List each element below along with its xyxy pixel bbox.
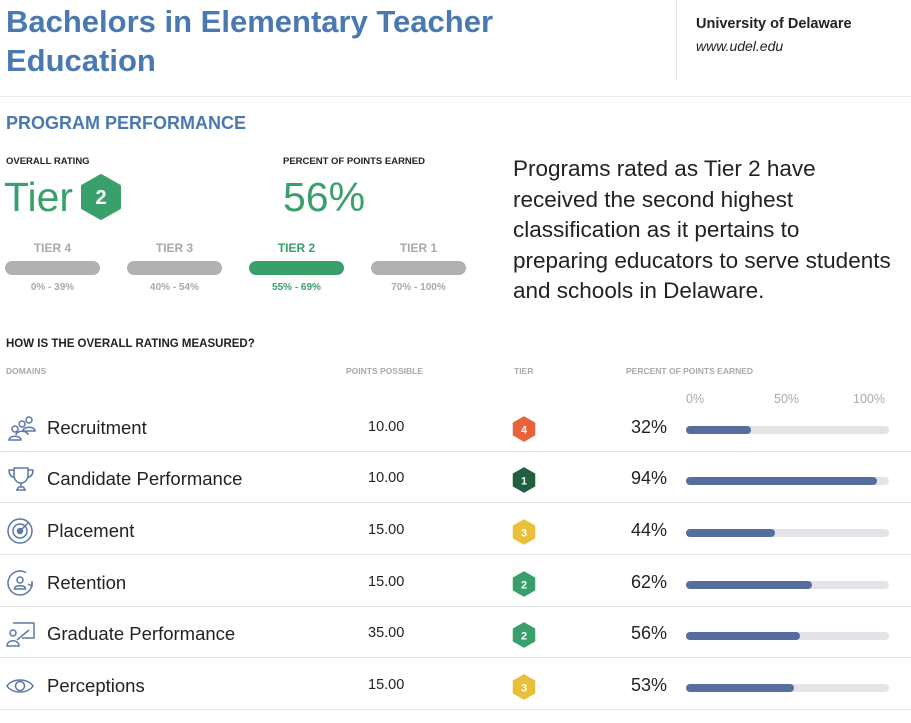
measurement-title: HOW IS THE OVERALL RATING MEASURED? xyxy=(6,338,255,350)
row-percent: 44% xyxy=(630,520,667,540)
percent-bar-fill xyxy=(686,477,877,485)
row-domain-name: Perceptions xyxy=(47,675,145,696)
row-domain-name: Recruitment xyxy=(47,417,147,438)
axis-label-100: 100% xyxy=(853,392,885,406)
row-divider xyxy=(0,502,911,503)
percent-earned-label: PERCENT OF POINTS EARNED xyxy=(283,156,425,167)
percent-bar-track xyxy=(686,426,889,434)
row-divider xyxy=(0,606,911,607)
tier-scale-name: TIER 2 xyxy=(277,241,316,255)
tier-scale-name: TIER 4 xyxy=(33,241,72,255)
page-title: Bachelors in Elementary Teacher Educatio… xyxy=(6,4,494,78)
percent-bar-fill xyxy=(686,529,776,537)
tier-scale-4: TIER 4 0% - 39% xyxy=(5,241,100,293)
table-row: Retention 15.00 2 62% xyxy=(0,556,911,607)
row-points: 15.00 xyxy=(368,522,405,538)
tier-badge-number: 2 xyxy=(521,631,527,643)
row-domain-name: Retention xyxy=(47,572,127,593)
university-name: University of Delaware xyxy=(696,16,852,32)
person-cycle-icon xyxy=(7,570,33,596)
row-percent: 53% xyxy=(630,675,667,695)
header-divider xyxy=(676,0,677,80)
tier-badge-icon: 2 xyxy=(512,622,536,648)
section-title-performance: PROGRAM PERFORMANCE xyxy=(6,113,247,133)
row-divider xyxy=(0,657,911,658)
column-header-points: POINTS POSSIBLE xyxy=(346,366,423,376)
tier-badge-number: 3 xyxy=(521,683,527,695)
row-points: 15.00 xyxy=(368,677,405,693)
tier-scale-range: 40% - 54% xyxy=(150,282,199,293)
tier-badge-icon: 3 xyxy=(512,674,536,700)
table-row: Perceptions 15.00 3 53% xyxy=(0,659,911,710)
eye-icon xyxy=(6,679,34,693)
presenter-icon xyxy=(6,622,35,647)
row-percent: 32% xyxy=(630,417,667,437)
percent-bar-track xyxy=(686,581,889,589)
tier-badge-icon: 4 xyxy=(512,416,536,442)
row-domain-name: Candidate Performance xyxy=(47,468,243,489)
percent-bar-track xyxy=(686,632,889,640)
column-header-domains: DOMAINS xyxy=(6,366,47,376)
row-divider xyxy=(0,709,911,710)
tier-scale-3: TIER 3 40% - 54% xyxy=(127,241,222,293)
axis-label-0: 0% xyxy=(686,392,705,406)
tier-description: Programs rated as Tier 2 have received t… xyxy=(513,156,891,303)
row-domain-name: Graduate Performance xyxy=(47,623,236,644)
tier-scale-bar xyxy=(371,261,466,275)
tier-scale-name: TIER 3 xyxy=(155,241,194,255)
tier-badge-icon: 1 xyxy=(512,467,536,493)
row-divider xyxy=(0,554,911,555)
table-row: Placement 15.00 3 44% xyxy=(0,504,911,555)
tier-badge-number: 4 xyxy=(521,425,528,437)
tier-badge-icon: 2 xyxy=(512,571,536,597)
row-points: 10.00 xyxy=(368,470,405,486)
percent-bar-track xyxy=(686,684,889,692)
percent-bar-track xyxy=(686,529,889,537)
tier-scale-bar xyxy=(5,261,100,275)
row-percent: 62% xyxy=(630,572,667,592)
tier-badge-number: 3 xyxy=(521,528,527,540)
row-points: 10.00 xyxy=(368,419,405,435)
column-header-percent: PERCENT OF POINTS EARNED xyxy=(626,366,754,376)
target-icon xyxy=(7,518,33,544)
tier-scale-bar xyxy=(127,261,222,275)
row-points: 35.00 xyxy=(368,625,405,641)
axis-label-50: 50% xyxy=(774,392,800,406)
table-row: Recruitment 10.00 4 32% xyxy=(0,401,911,452)
percent-earned-value: 56% xyxy=(283,174,366,220)
percent-bar-fill xyxy=(686,581,812,589)
tier-scale-1: TIER 1 70% - 100% xyxy=(371,241,466,293)
row-domain-name: Placement xyxy=(47,520,135,541)
tier-scale-name: TIER 1 xyxy=(399,241,438,255)
row-divider xyxy=(0,451,911,452)
percent-bar-fill xyxy=(686,632,800,640)
overall-tier-number: 2 xyxy=(95,187,106,209)
percent-bar-fill xyxy=(686,426,751,434)
row-percent: 94% xyxy=(630,468,667,488)
percent-bar-track xyxy=(686,477,889,485)
tier-scale-2: TIER 2 55% - 69% xyxy=(249,241,344,293)
tier-scale-range: 70% - 100% xyxy=(391,282,446,293)
row-percent: 56% xyxy=(630,623,667,643)
people-group-icon xyxy=(8,416,36,441)
trophy-icon xyxy=(8,467,34,491)
percent-bar-fill xyxy=(686,684,794,692)
table-row: Graduate Performance 35.00 2 56% xyxy=(0,607,911,658)
overall-rating-value: Tier xyxy=(4,174,74,220)
table-row: Candidate Performance 10.00 1 94% xyxy=(0,452,911,503)
tier-badge-number: 2 xyxy=(521,580,527,592)
tier-badge-number: 1 xyxy=(521,476,527,488)
overall-rating-label: OVERALL RATING xyxy=(6,156,90,167)
overall-tier-hexagon-icon: 2 xyxy=(81,174,121,220)
tier-scale-bar xyxy=(249,261,344,275)
tier-scale-range: 55% - 69% xyxy=(272,282,321,293)
row-points: 15.00 xyxy=(368,574,405,590)
column-header-tier: TIER xyxy=(514,366,534,376)
tier-scale-range: 0% - 39% xyxy=(30,282,75,293)
university-url[interactable]: www.udel.edu xyxy=(696,38,784,54)
tier-badge-icon: 3 xyxy=(512,519,536,545)
header-rule xyxy=(0,96,911,97)
